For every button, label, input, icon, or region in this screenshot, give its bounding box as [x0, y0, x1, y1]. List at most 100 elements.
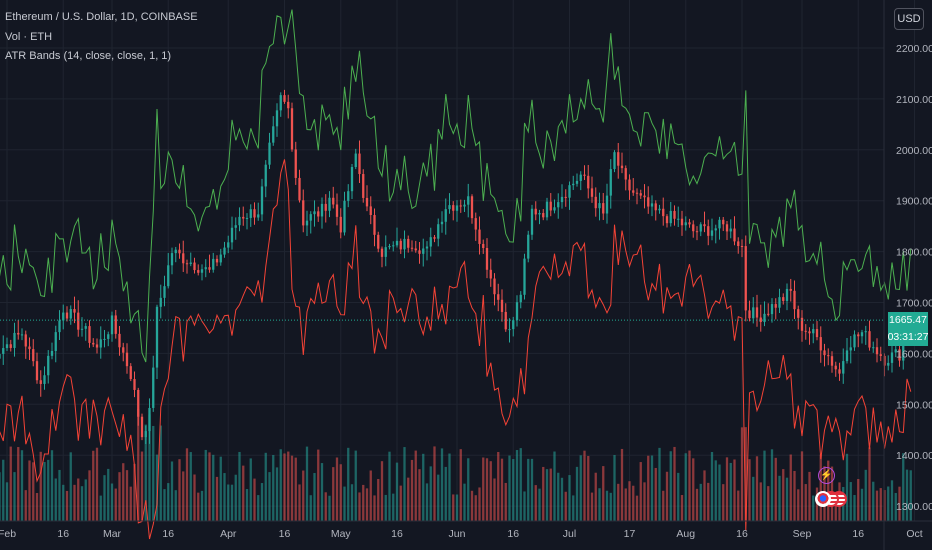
candle-body: [737, 241, 740, 246]
candle-body: [230, 227, 234, 243]
candle-body: [804, 330, 807, 332]
candle: [422, 238, 425, 267]
candle-body: [740, 245, 744, 247]
candle: [710, 218, 714, 241]
symbol-title[interactable]: Ethereum / U.S. Dollar, 1D, COINBASE: [5, 11, 198, 23]
lightning-icon[interactable]: ⚡: [818, 467, 835, 484]
volume-bar: [208, 452, 211, 521]
time-tick-label: 16: [162, 528, 174, 540]
candle-body: [193, 262, 196, 271]
countdown-label: 03:31:27: [888, 328, 928, 346]
candle-body: [602, 203, 605, 214]
volume-bar: [43, 462, 46, 521]
candle-body: [260, 186, 264, 215]
candle: [677, 206, 680, 228]
candle: [118, 325, 121, 356]
candle-body: [770, 304, 774, 315]
volume-bar: [219, 456, 222, 521]
volume-bar: [189, 452, 192, 521]
volume-bar: [422, 453, 425, 521]
candle: [658, 204, 661, 214]
candle-body: [92, 342, 95, 345]
volume-bar: [28, 460, 31, 521]
candle: [583, 165, 586, 181]
candle: [84, 323, 87, 341]
candle-body: [774, 304, 777, 308]
candle-body: [725, 224, 729, 232]
candle-body: [549, 201, 552, 211]
volume-bar: [388, 451, 391, 521]
volume-bar: [39, 451, 42, 521]
volume-bar: [557, 472, 560, 521]
candle: [523, 253, 526, 300]
candle-body: [287, 101, 290, 109]
candle-body: [335, 204, 339, 217]
volume-bar: [677, 472, 680, 521]
volume-bar: [894, 492, 897, 521]
candle: [519, 291, 522, 309]
candle-body: [324, 203, 327, 211]
volume-bar: [688, 450, 691, 521]
volume-bar: [737, 490, 740, 521]
candle-body: [392, 245, 395, 247]
candle-body: [197, 270, 200, 273]
candle-body: [887, 362, 890, 366]
candle: [5, 337, 9, 352]
volume-bar: [92, 450, 95, 521]
volume-bar: [763, 450, 766, 521]
candle-body: [178, 249, 181, 254]
volume-bar: [590, 492, 594, 521]
price-tick-label: 1400.00: [896, 450, 932, 462]
candle-body: [714, 228, 717, 231]
volume-bar: [857, 479, 860, 521]
candle: [395, 227, 399, 248]
volume-bar: [500, 458, 504, 521]
candle: [669, 201, 672, 227]
candle: [662, 197, 665, 226]
volume-bar: [324, 492, 327, 521]
candle: [305, 210, 309, 237]
candle: [875, 338, 879, 363]
candle: [613, 150, 616, 173]
candle-body: [448, 205, 451, 210]
candle-body: [43, 375, 46, 384]
candle: [268, 132, 271, 169]
volume-bar: [789, 454, 792, 521]
volume-bar: [684, 453, 687, 521]
candle-body: [122, 347, 125, 353]
volume-bar: [549, 468, 552, 521]
candle-body: [684, 222, 687, 226]
candle: [178, 243, 181, 259]
candle-body: [5, 344, 9, 349]
us-flag-icon[interactable]: [815, 491, 849, 509]
candle-body: [118, 333, 121, 348]
candle-body: [729, 228, 732, 232]
candle: [343, 191, 346, 236]
candle: [688, 218, 691, 228]
volume-bar: [437, 474, 440, 521]
candle-body: [362, 174, 365, 198]
volume-bar: [440, 448, 444, 521]
candle-body: [159, 297, 162, 307]
candle: [842, 348, 845, 384]
candle-body: [290, 108, 294, 150]
candle-body: [189, 262, 192, 264]
candle: [860, 329, 864, 344]
indicator-legend[interactable]: ATR Bands (14, close, close, 1, 1): [5, 50, 172, 62]
candle-body: [73, 309, 76, 313]
currency-button[interactable]: USD: [894, 8, 924, 30]
candle: [253, 202, 256, 225]
candle: [290, 102, 294, 152]
time-tick-label: May: [331, 528, 352, 540]
candle: [534, 201, 537, 221]
volume-bar: [804, 484, 807, 521]
volume-bar: [182, 471, 185, 521]
candle-body: [268, 142, 271, 165]
candle: [140, 413, 144, 441]
volume-bar: [508, 455, 511, 521]
candle: [890, 344, 894, 373]
volume-legend[interactable]: Vol · ETH: [5, 30, 53, 43]
volume-bar: [523, 491, 526, 521]
candle: [388, 243, 391, 250]
